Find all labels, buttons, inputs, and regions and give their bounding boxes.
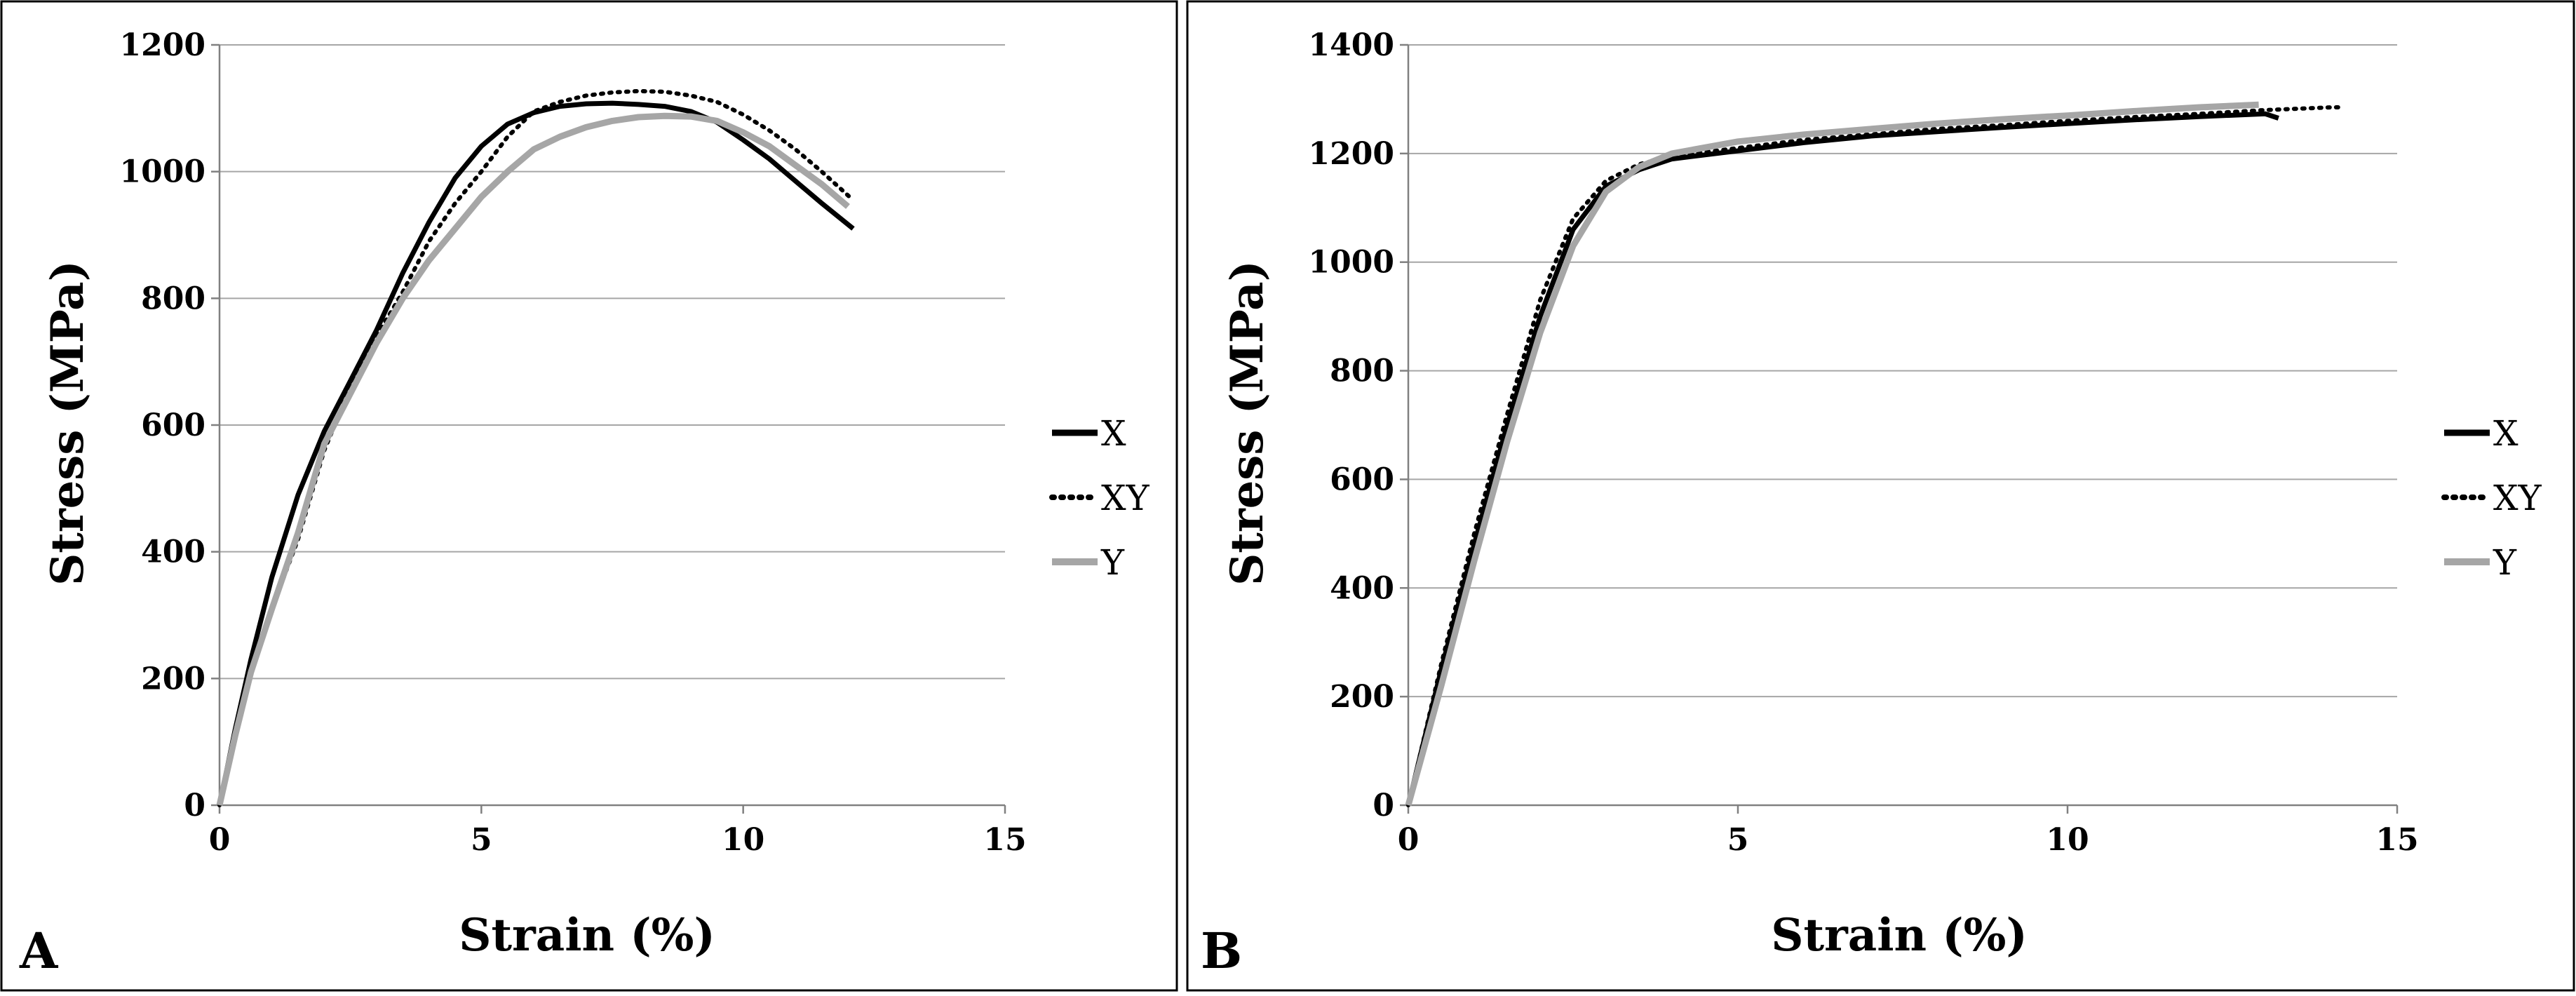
- y-tick-label: 200: [1330, 679, 1394, 715]
- x-tick-label: 10: [722, 822, 764, 858]
- series-line-x: [1405, 111, 2279, 806]
- panel-b-x-axis-title: Strain (%): [1771, 909, 2027, 962]
- panel-a-x-axis-title: Strain (%): [459, 909, 715, 962]
- y-tick-label: 600: [1330, 462, 1394, 497]
- y-tick-label: 0: [1373, 788, 1394, 823]
- x-tick-label: 0: [1398, 822, 1420, 858]
- x-tick-label: 15: [983, 822, 1026, 858]
- y-tick-label: 1000: [120, 154, 205, 190]
- y-tick-label: 400: [141, 534, 205, 570]
- panel-label-a: A: [19, 922, 59, 980]
- y-tick-label: 1000: [1309, 245, 1394, 281]
- series-line-x: [217, 100, 855, 806]
- x-tick-label: 0: [209, 822, 231, 858]
- panel-a-legend: X XY Y: [1049, 413, 1150, 583]
- x-tick-label: 10: [2046, 822, 2089, 858]
- legend-label-y: Y: [2493, 542, 2517, 583]
- x-tick-label: 15: [2375, 822, 2418, 858]
- panel-b: 0 200 400 600 800 1000 1200 1400 0 5 10 15 Strain (…: [1186, 0, 2575, 992]
- panel-a-plot: 0 200 400 600 800 1000 1200 0 5 10 15: [120, 27, 1027, 858]
- y-tick-label: 400: [1330, 570, 1394, 606]
- panel-b-legend: X XY Y: [2441, 413, 2542, 583]
- panel-b-y-axis-title: Stress (MPa): [1221, 260, 1274, 586]
- panel-b-frame: [1186, 0, 2575, 992]
- panel-a-frame: [0, 0, 1178, 992]
- series-line-xy: [1406, 105, 2347, 807]
- x-tick-label: 5: [471, 822, 492, 858]
- panel-a: 0 200 400 600 800 1000 1200 0 5 10 15 Strain (%) S…: [0, 0, 1178, 992]
- y-tick-label: 0: [184, 788, 205, 823]
- y-tick-label: 1200: [1309, 136, 1394, 172]
- x-tick-label: 5: [1727, 822, 1749, 858]
- legend-label-xy: XY: [2493, 478, 2542, 518]
- legend-label-y: Y: [1100, 542, 1125, 583]
- legend-label-xy: XY: [1101, 478, 1150, 518]
- panel-b-plot: 0 200 400 600 800 1000 1200 1400 0 5 10 15: [1309, 27, 2419, 858]
- legend-label-x: X: [1101, 413, 1126, 454]
- panel-label-b: B: [1201, 922, 1242, 980]
- y-tick-label: 1200: [120, 27, 205, 63]
- series-line-y: [1405, 101, 2259, 807]
- series-line-y: [216, 112, 850, 806]
- y-tick-label: 800: [1330, 354, 1394, 389]
- y-tick-label: 600: [141, 408, 205, 443]
- y-tick-label: 1400: [1309, 27, 1394, 63]
- legend-label-x: X: [2493, 413, 2518, 454]
- panel-a-y-axis-title: Stress (MPa): [41, 260, 94, 586]
- y-tick-label: 200: [141, 661, 205, 696]
- y-tick-label: 800: [141, 281, 205, 316]
